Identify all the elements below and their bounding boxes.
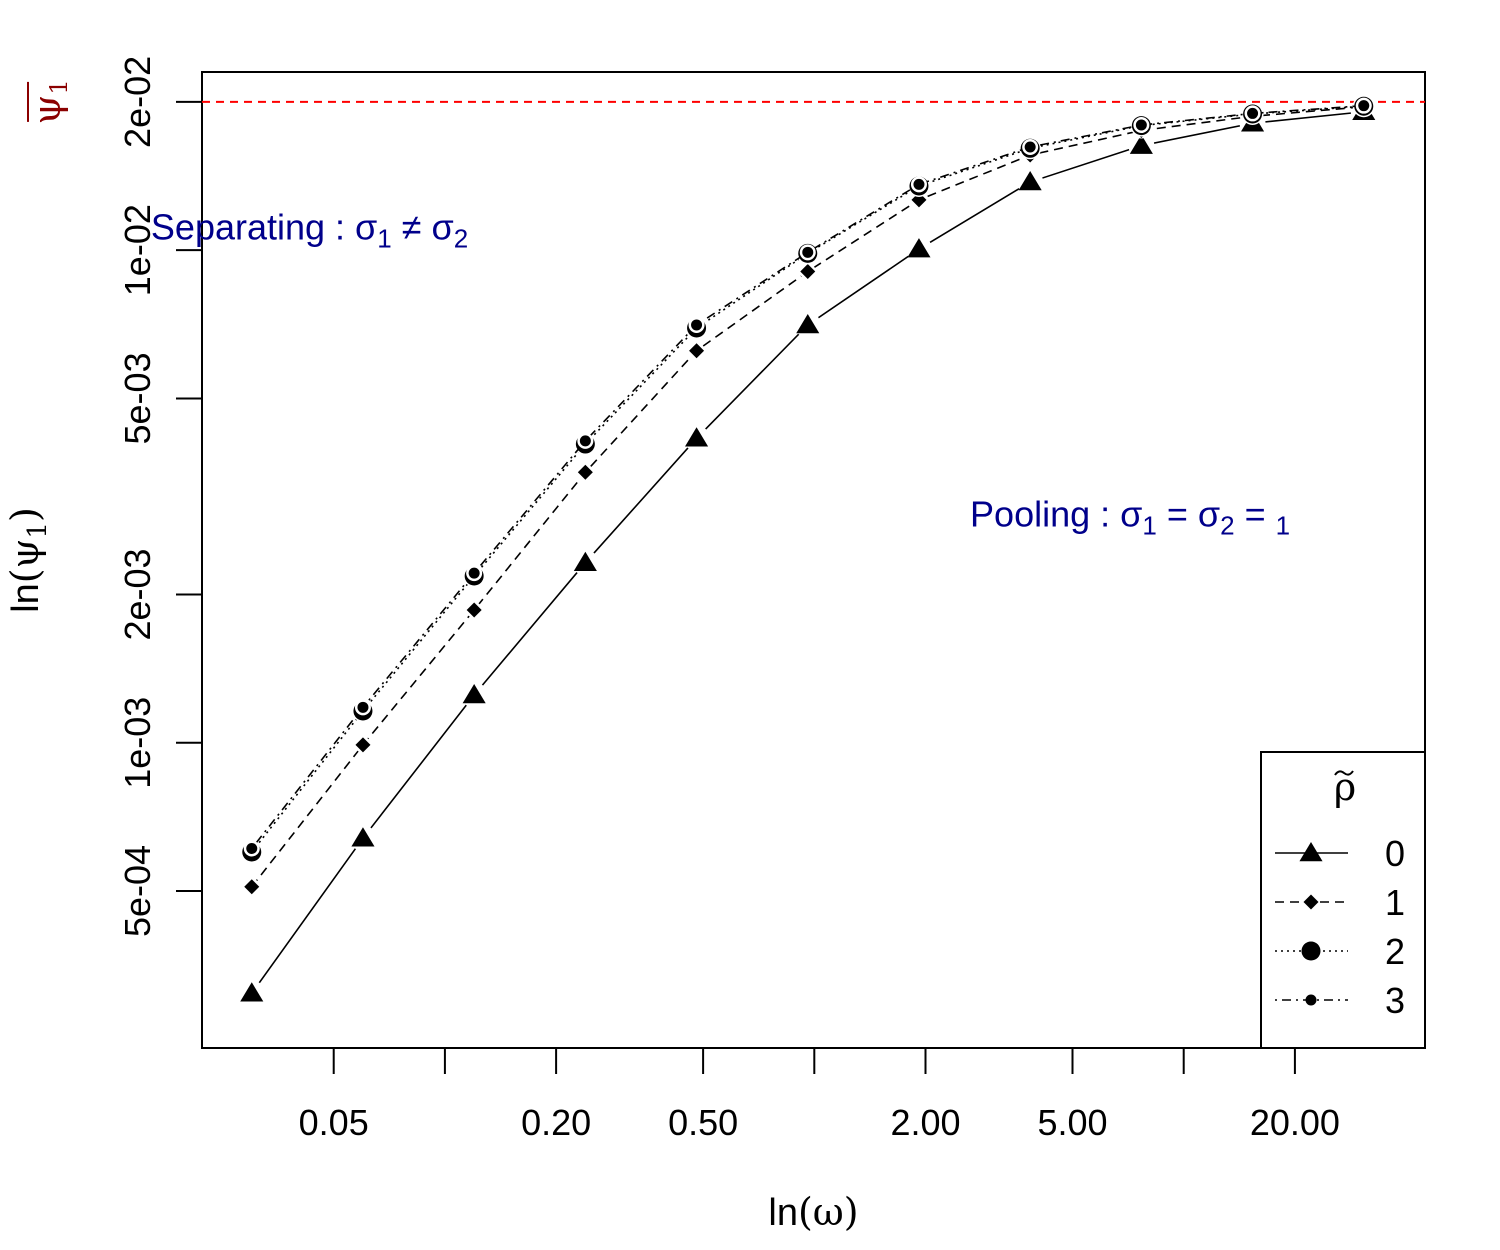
annotation-pooling: Pooling : σ1 = σ2 = 1 (970, 493, 1290, 540)
x-tick-label: 0.05 (299, 1102, 369, 1143)
series-3 (243, 97, 1372, 857)
data-point (1358, 100, 1370, 112)
annotation-separating: Separating : σ1 ≠ σ2 (151, 207, 468, 254)
legend-box (1260, 751, 1426, 1049)
data-point (573, 551, 597, 571)
data-point (355, 737, 371, 753)
y-tick-label: 5e-03 (117, 352, 158, 444)
data-point (244, 879, 260, 895)
data-point (351, 827, 375, 847)
x-axis: 0.05 0.20 0.50 2.00 5.00 20.00 (299, 1048, 1340, 1143)
data-point (577, 464, 593, 480)
data-point (468, 567, 480, 579)
legend-label: 1 (1385, 882, 1405, 923)
plot-frame (201, 71, 1426, 1049)
legend-marker (1299, 842, 1323, 862)
data-point (466, 602, 482, 618)
legend: ρ0 1 2 3 (1260, 751, 1426, 1049)
data-point (1129, 134, 1153, 154)
data-point (357, 701, 369, 713)
data-point (913, 178, 925, 190)
data-point (802, 246, 814, 258)
x-axis-label: ln(ω) (768, 1190, 858, 1234)
data-point (689, 343, 705, 359)
legend-marker (1303, 894, 1319, 910)
data-point (800, 264, 816, 280)
x-tick-label: 0.20 (521, 1102, 591, 1143)
series-0 (238, 98, 1377, 1007)
data-point (1024, 141, 1036, 153)
y-axis-label: ln(ψ1) (3, 507, 53, 613)
data-point (685, 427, 709, 447)
data-point (240, 982, 264, 1002)
data-point (246, 842, 258, 854)
reference-label: ψ1 (25, 79, 73, 124)
svg-text:ψ1: ψ1 (25, 79, 73, 124)
data-point (907, 238, 931, 258)
legend-marker (1301, 941, 1321, 961)
y-tick-label: 2e-03 (117, 548, 158, 640)
legend-label: 3 (1385, 980, 1405, 1021)
legend-title: ρ (1334, 765, 1356, 809)
data-point (1247, 107, 1259, 119)
y-tick-label: 1e-03 (117, 697, 158, 789)
legend-title-tilde (1334, 770, 1354, 776)
data-point (579, 435, 591, 447)
y-tick-label: 1e-02 (117, 204, 158, 296)
data-point (1135, 119, 1147, 131)
data-point (796, 313, 820, 334)
y-tick-label: 2e-02 (117, 56, 158, 148)
legend-item-3: 3 (1275, 980, 1405, 1021)
data-point (462, 683, 486, 704)
legend-item-1: 1 (1275, 882, 1405, 923)
legend-label: 2 (1385, 931, 1405, 972)
y-axis: 5e-04 1e-03 2e-03 5e-03 1e-02 2e-02 (117, 56, 202, 937)
legend-marker (1305, 994, 1317, 1006)
legend-label: 0 (1385, 833, 1405, 874)
data-point (691, 319, 703, 331)
x-tick-label: 20.00 (1250, 1102, 1340, 1143)
y-tick-label: 5e-04 (117, 845, 158, 937)
x-tick-label: 2.00 (890, 1102, 960, 1143)
x-tick-label: 5.00 (1037, 1102, 1107, 1143)
legend-item-0: 0 (1275, 833, 1405, 874)
data-point (1018, 171, 1042, 191)
x-tick-label: 0.50 (668, 1102, 738, 1143)
legend-item-2: 2 (1275, 931, 1405, 972)
